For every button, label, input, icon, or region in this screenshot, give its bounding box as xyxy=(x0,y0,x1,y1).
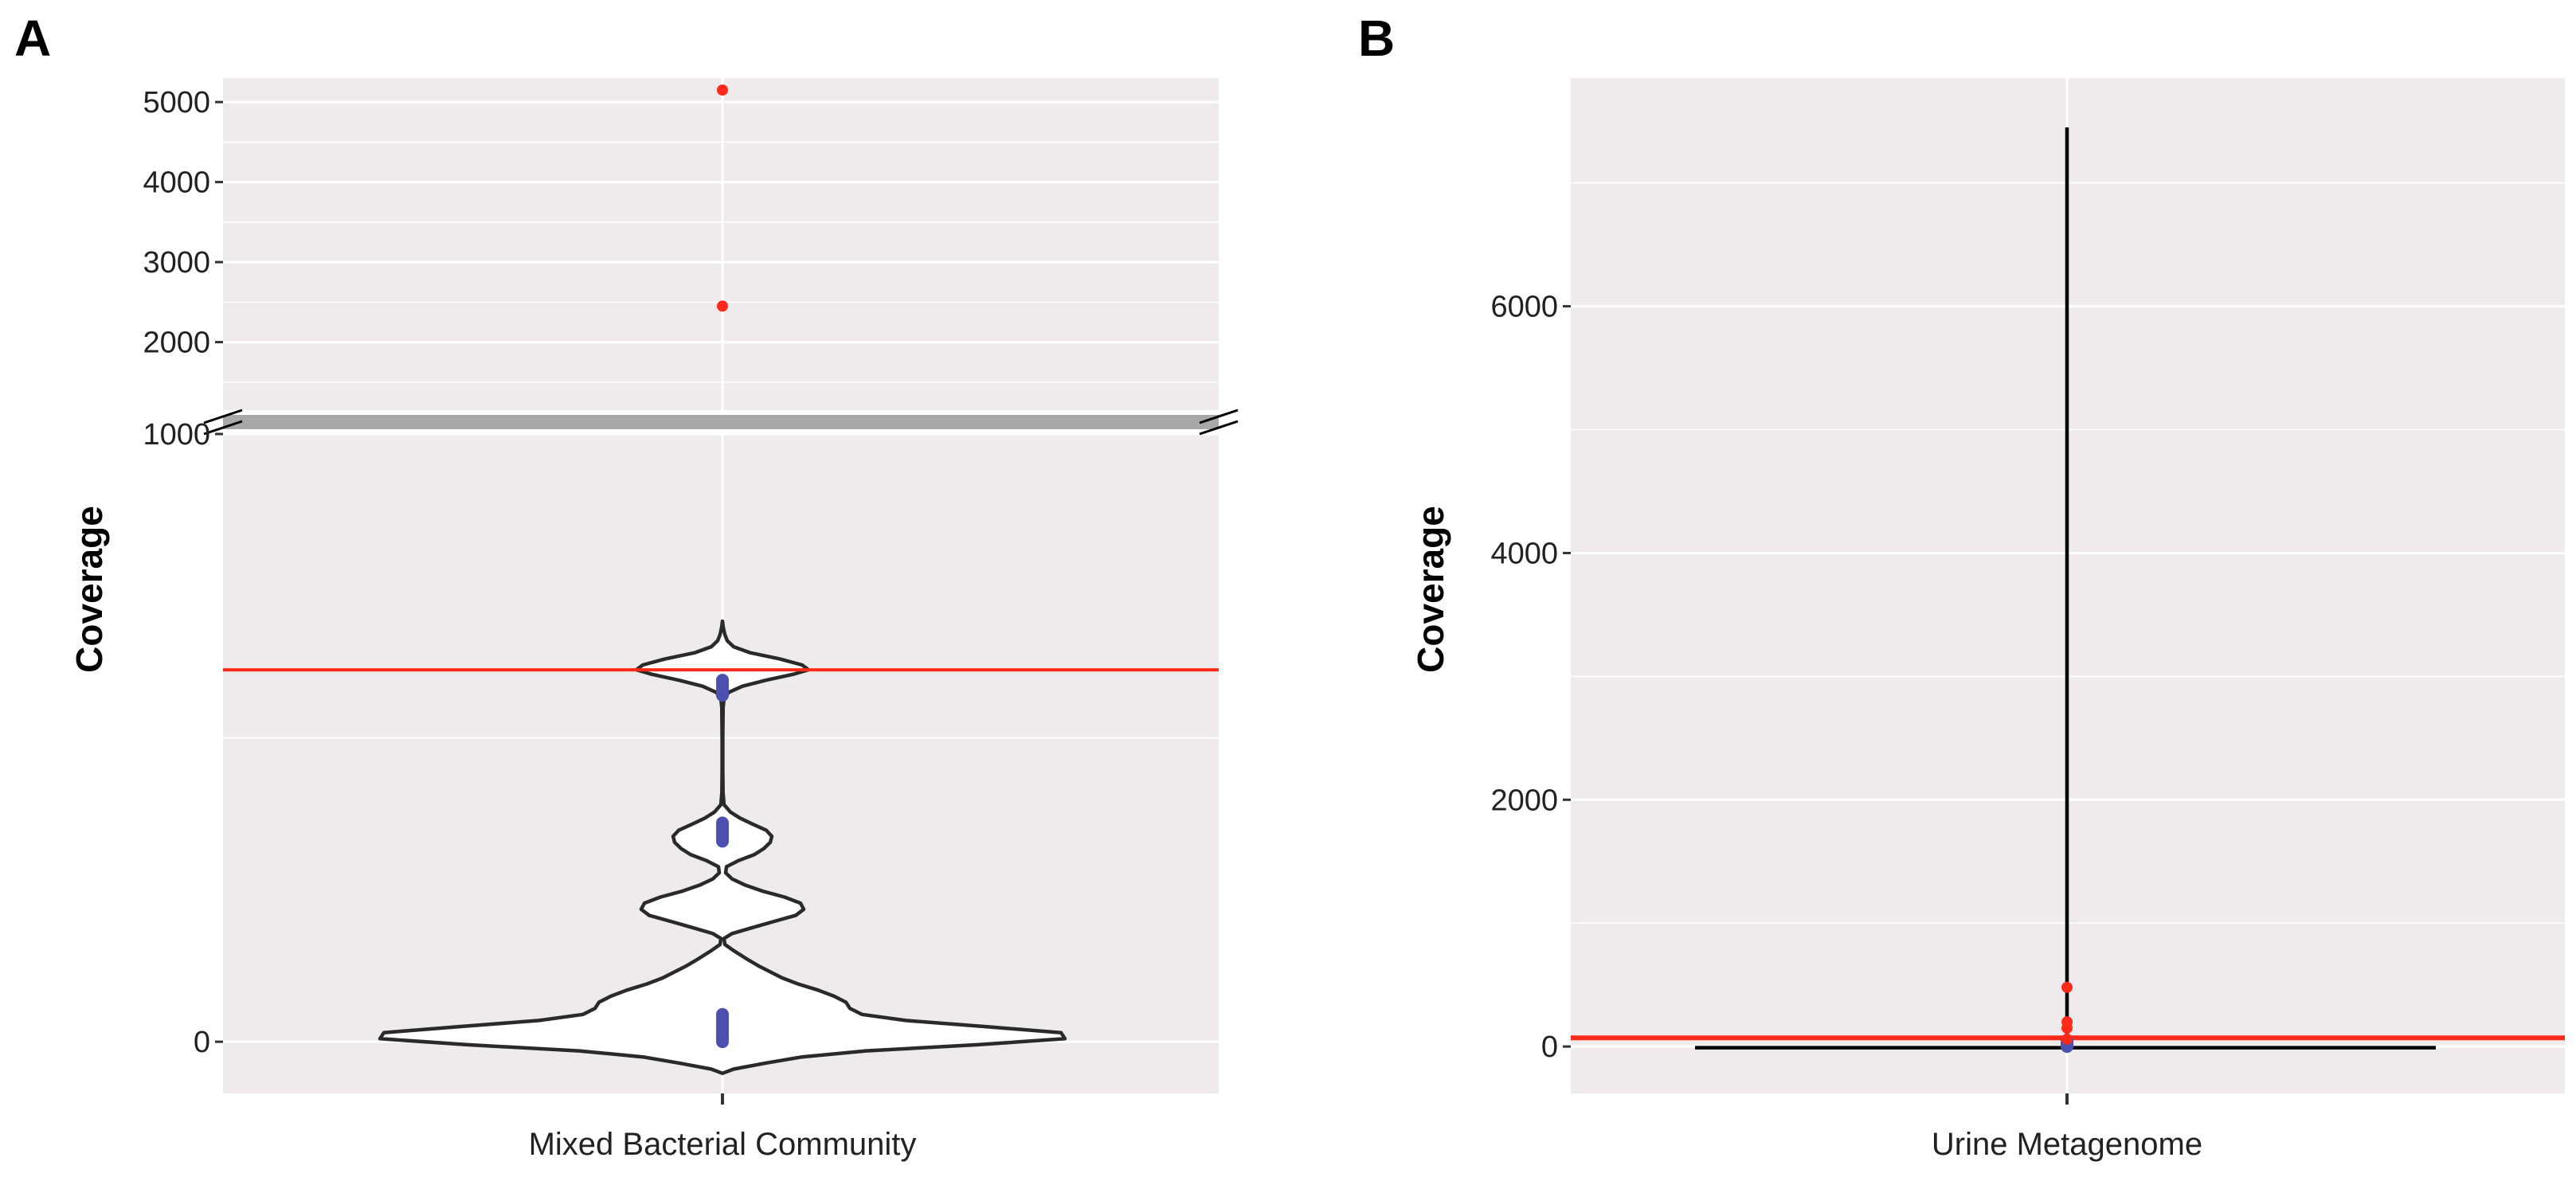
y-tick-label: 2000 xyxy=(143,327,210,360)
data-point xyxy=(716,689,729,702)
outlier-point xyxy=(2061,981,2073,993)
y-tick-label: 4000 xyxy=(143,166,210,200)
outlier-point xyxy=(717,84,728,96)
panel-b: B 0 2000 4000 6000 Urine Metagenome Coverag… xyxy=(1358,10,2565,1162)
data-point xyxy=(716,1035,729,1049)
axis-break-slash xyxy=(1199,420,1239,436)
panel-b-category-label: Urine Metagenome xyxy=(1932,1127,2202,1162)
outlier-point xyxy=(2061,1033,2073,1045)
panel-a-axis-break xyxy=(203,409,1239,436)
data-point xyxy=(716,835,729,848)
y-tick-label: 0 xyxy=(194,1026,210,1059)
panel-a-data-points xyxy=(716,674,729,1049)
y-tick-label: 0 xyxy=(1541,1030,1558,1064)
y-tick-label: 5000 xyxy=(143,86,210,119)
axis-break-slash xyxy=(203,409,243,424)
y-tick-label: 6000 xyxy=(1490,291,1558,324)
panel-a-letter: A xyxy=(14,10,51,67)
axis-break-slash xyxy=(203,420,243,436)
panel-a-category-label: Mixed Bacterial Community xyxy=(529,1127,917,1162)
outlier-point xyxy=(2061,1022,2073,1034)
outlier-point xyxy=(717,300,728,312)
panel-b-letter: B xyxy=(1358,10,1395,67)
panel-a-y-axis-label: Coverage xyxy=(69,506,110,673)
y-tick-label: 1000 xyxy=(143,418,210,452)
axis-break-slash xyxy=(1199,409,1239,424)
panel-a-y-ticks: 2000 3000 4000 5000 0 1000 xyxy=(143,86,223,1059)
panel-a-upper-background xyxy=(223,78,1219,410)
y-tick-label: 2000 xyxy=(1490,784,1558,817)
y-tick-label: 4000 xyxy=(1490,537,1558,570)
y-tick-label: 3000 xyxy=(143,246,210,280)
panel-b-outlier-points xyxy=(2061,981,2073,1045)
panel-b-y-ticks: 0 2000 4000 6000 xyxy=(1490,291,1571,1064)
panel-b-y-axis-label: Coverage xyxy=(1410,506,1451,673)
panel-a-outlier-points xyxy=(717,84,728,312)
panel-a: A 2000 3000 4000 5000 0 1000 Mixed Bacterial … xyxy=(14,10,1239,1162)
